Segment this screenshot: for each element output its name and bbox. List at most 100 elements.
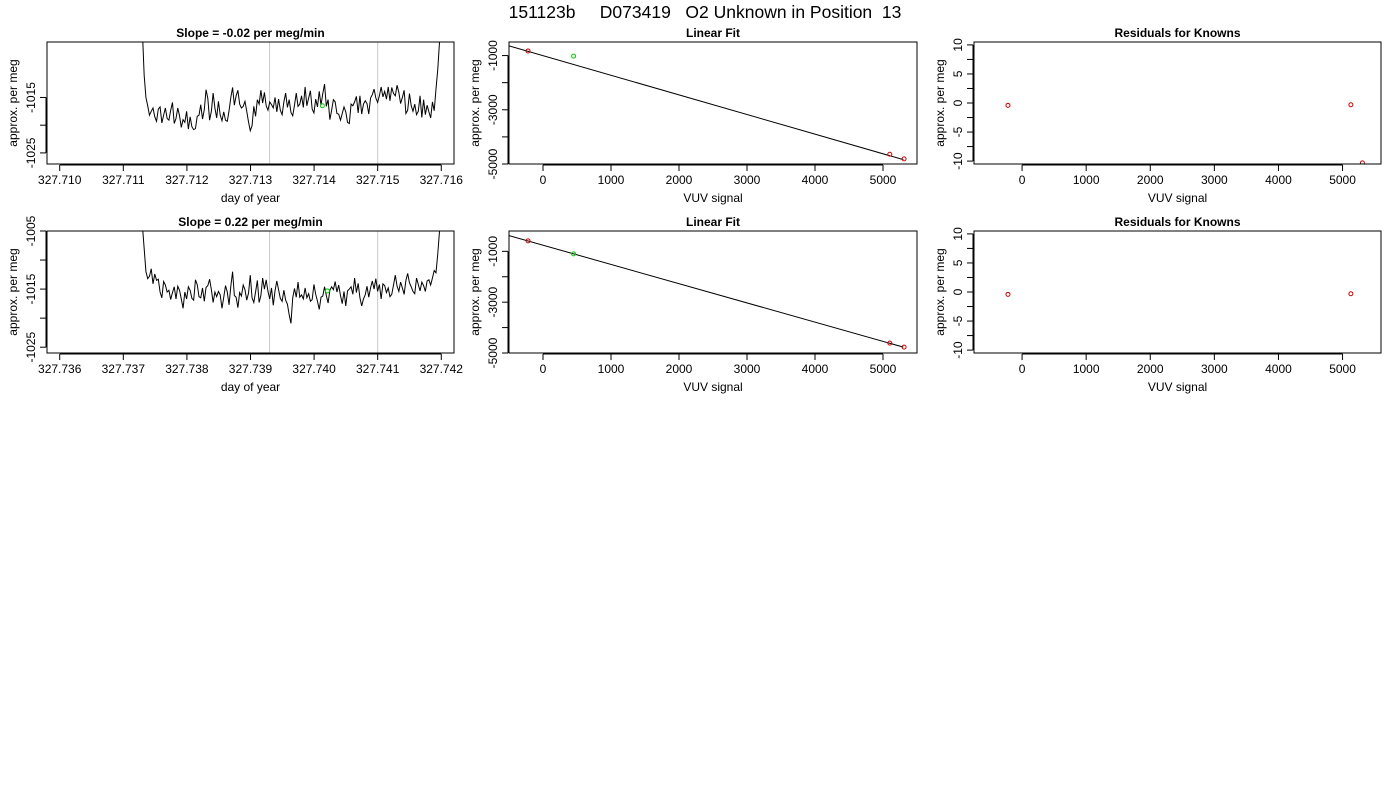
y-tick-label: -3000 xyxy=(486,287,500,318)
plot-frame xyxy=(508,41,918,165)
x-tick-label: 327.741 xyxy=(356,362,400,376)
plot-frame xyxy=(46,230,455,354)
y-tick-label: -10 xyxy=(951,152,965,170)
y-tick-label: 0 xyxy=(951,288,965,295)
data-point xyxy=(887,340,893,346)
x-tick-label: 1000 xyxy=(1073,173,1100,187)
x-tick-label: 327.715 xyxy=(356,173,400,187)
data-point xyxy=(901,156,907,162)
chart-panel-4: Slope = 0.22 per meg/min 327.736 327.737 32… xyxy=(6,215,463,394)
y-tick-label: -1015 xyxy=(24,273,38,304)
y-axis-label: approx. per meg xyxy=(6,59,20,146)
x-tick-label: 327.742 xyxy=(420,362,464,376)
data-point xyxy=(1005,102,1011,108)
data-point xyxy=(1348,102,1354,108)
data-point xyxy=(1005,291,1011,297)
data-point xyxy=(1359,160,1365,164)
x-axis-label: VUV signal xyxy=(1148,191,1207,205)
x-tick-label: 327.739 xyxy=(229,362,273,376)
x-tick-label: 3000 xyxy=(1201,173,1228,187)
data-point xyxy=(319,103,325,109)
chart-title: Linear Fit xyxy=(686,215,740,229)
x-tick-label: 5000 xyxy=(870,173,897,187)
x-tick-label: 327.714 xyxy=(292,173,336,187)
x-tick-label: 327.740 xyxy=(292,362,336,376)
x-tick-label: 327.738 xyxy=(165,362,209,376)
y-tick-label: 10 xyxy=(951,227,965,241)
x-tick-label: 327.736 xyxy=(38,362,82,376)
x-tick-label: 2000 xyxy=(1137,362,1164,376)
x-tick-label: 2000 xyxy=(666,173,693,187)
y-tick-label: -5 xyxy=(951,315,965,326)
x-tick-label: 0 xyxy=(540,362,547,376)
x-tick-label: 1000 xyxy=(598,173,625,187)
y-axis-label: approx. per meg xyxy=(6,248,20,335)
y-tick-label: -1000 xyxy=(486,236,500,267)
x-tick-label: 5000 xyxy=(1329,362,1356,376)
chart-panel-2: Linear Fit 0 1000 2000 3000 4000 5000 VUV signa… xyxy=(468,26,918,205)
x-tick-label: 5000 xyxy=(1329,173,1356,187)
chart-title: Residuals for Knowns xyxy=(1114,215,1240,229)
chart-panel-6: Residuals for Knowns 0 1000 2000 3000 4000 500… xyxy=(933,215,1382,394)
chart-panel-1: Slope = -0.02 per meg/min 327.710 327.711 3… xyxy=(6,26,463,205)
data-point xyxy=(1348,291,1354,297)
x-tick-label: 327.712 xyxy=(165,173,209,187)
plot-frame xyxy=(46,41,455,165)
y-tick-label: -1015 xyxy=(24,82,38,113)
x-tick-label: 5000 xyxy=(870,362,897,376)
x-tick-label: 1000 xyxy=(1073,362,1100,376)
x-tick-label: 327.737 xyxy=(102,362,146,376)
y-axis-label: approx. per meg xyxy=(468,248,482,335)
data-point xyxy=(901,344,907,350)
x-tick-label: 3000 xyxy=(734,173,761,187)
y-axis-label: approx. per meg xyxy=(468,59,482,146)
x-tick-label: 327.711 xyxy=(102,173,145,187)
y-axis-label: approx. per meg xyxy=(933,59,947,146)
data-point xyxy=(525,238,531,244)
data-point xyxy=(571,251,577,257)
x-tick-label: 327.710 xyxy=(38,173,82,187)
x-tick-label: 2000 xyxy=(1137,173,1164,187)
data-point xyxy=(525,48,531,54)
x-axis-label: day of year xyxy=(221,380,280,394)
y-tick-label: -1000 xyxy=(486,40,500,71)
chart-title: Residuals for Knowns xyxy=(1114,26,1240,40)
fit-line xyxy=(509,45,904,161)
y-tick-label: -3000 xyxy=(486,94,500,125)
y-tick-label: -1025 xyxy=(24,332,38,363)
page-title: 151123b D073419 O2 Unknown in Position 1… xyxy=(508,2,902,22)
y-tick-label: -5000 xyxy=(486,148,500,179)
y-tick-label: -10 xyxy=(951,341,965,359)
y-tick-label: 10 xyxy=(951,38,965,52)
plot-frame xyxy=(973,230,1382,354)
x-axis-label: VUV signal xyxy=(683,191,742,205)
x-tick-label: 0 xyxy=(1019,362,1026,376)
data-series-line xyxy=(142,231,441,324)
data-point xyxy=(324,288,330,294)
x-axis-label: VUV signal xyxy=(1148,380,1207,394)
x-tick-label: 3000 xyxy=(734,362,761,376)
x-tick-label: 1000 xyxy=(598,362,625,376)
x-tick-label: 2000 xyxy=(666,362,693,376)
chart-panel-5: Linear Fit 0 1000 2000 3000 4000 5000 VUV signa… xyxy=(468,215,918,394)
chart-title: Slope = 0.22 per meg/min xyxy=(178,215,322,229)
data-point xyxy=(887,151,893,157)
x-tick-label: 327.713 xyxy=(229,173,273,187)
y-tick-label: 5 xyxy=(951,70,965,77)
chart-title: Linear Fit xyxy=(686,26,740,40)
x-tick-label: 0 xyxy=(1019,173,1026,187)
x-tick-label: 4000 xyxy=(802,362,829,376)
y-tick-label: 0 xyxy=(951,99,965,106)
y-tick-label: -1005 xyxy=(24,215,38,246)
y-tick-label: -1025 xyxy=(24,137,38,168)
y-axis-label: approx. per meg xyxy=(933,248,947,335)
data-series-line xyxy=(142,42,441,133)
x-tick-label: 4000 xyxy=(1265,173,1292,187)
plot-frame xyxy=(973,41,1382,165)
fit-line xyxy=(509,235,904,348)
y-tick-label: -5 xyxy=(951,126,965,137)
chart-panel-3: Residuals for Knowns 0 1000 2000 3000 4000 500… xyxy=(933,26,1382,205)
chart-title: Slope = -0.02 per meg/min xyxy=(176,26,324,40)
x-tick-label: 4000 xyxy=(802,173,829,187)
